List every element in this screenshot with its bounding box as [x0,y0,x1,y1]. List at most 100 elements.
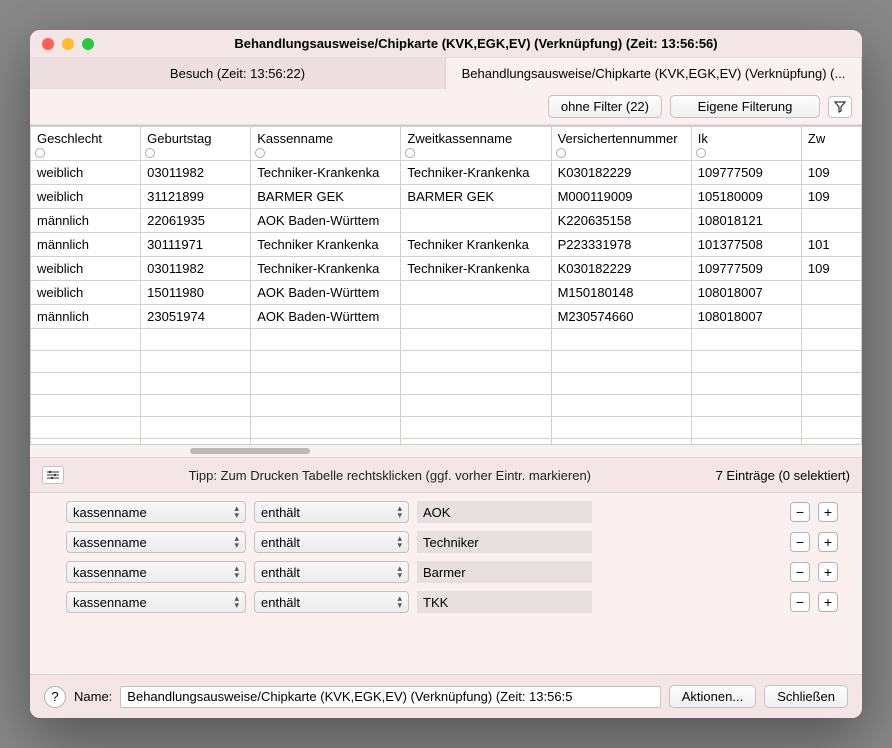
table-cell: K030182229 [551,257,691,281]
table-cell: AOK Baden-Württem [251,209,401,233]
add-filter-button[interactable]: + [818,532,838,552]
table-cell [31,395,141,417]
table-row[interactable]: männlich23051974AOK Baden-WürttemM230574… [31,305,862,329]
column-header-ik[interactable]: Ik [691,127,801,161]
table-row[interactable]: weiblich15011980AOK Baden-WürttemM150180… [31,281,862,305]
remove-filter-button[interactable]: − [790,562,810,582]
aktionen-button[interactable]: Aktionen... [669,685,756,708]
filter-operator-select[interactable]: enthält▴▾ [254,531,409,553]
table-cell [401,417,551,439]
table-cell: 108018121 [691,209,801,233]
filter-field-select[interactable]: kassenname▴▾ [66,501,246,523]
table-cell: weiblich [31,257,141,281]
filter-field-select[interactable]: kassenname▴▾ [66,591,246,613]
sort-radio[interactable] [145,148,155,158]
tab-besuch[interactable]: Besuch (Zeit: 13:56:22) [30,58,446,89]
table-row[interactable]: männlich22061935AOK Baden-WürttemK220635… [31,209,862,233]
filter-value-input[interactable] [417,561,592,583]
table-cell [401,373,551,395]
table-cell [251,417,401,439]
remove-filter-button[interactable]: − [790,592,810,612]
minimize-window-button[interactable] [62,38,74,50]
sort-radio[interactable] [696,148,706,158]
table-cell: 101 [801,233,861,257]
filter-rule-row: kassenname▴▾ enthält▴▾ −+ [66,501,838,523]
table-cell [801,305,861,329]
table-cell [801,281,861,305]
tab-behandlungsausweise[interactable]: Behandlungsausweise/Chipkarte (KVK,EGK,E… [446,58,862,89]
table-cell: 31121899 [141,185,251,209]
sort-radio[interactable] [255,148,265,158]
table-row[interactable]: weiblich03011982Techniker-KrankenkaTechn… [31,161,862,185]
table-cell [251,439,401,446]
filter-value-input[interactable] [417,591,592,613]
table-cell: männlich [31,305,141,329]
table-cell [31,373,141,395]
scrollbar-thumb[interactable] [190,448,310,454]
add-filter-button[interactable]: + [818,562,838,582]
schliessen-button[interactable]: Schließen [764,685,848,708]
table-cell [801,417,861,439]
table-cell: K220635158 [551,209,691,233]
sort-radio[interactable] [35,148,45,158]
table-row[interactable] [31,417,862,439]
sort-radio[interactable] [556,148,566,158]
table-row[interactable] [31,439,862,446]
column-label: Zweitkassenname [407,131,512,146]
filter-field-select[interactable]: kassenname▴▾ [66,561,246,583]
column-header-zw[interactable]: Zw [801,127,861,161]
column-header-versichertennummer[interactable]: Versichertennummer [551,127,691,161]
table-cell [401,305,551,329]
remove-filter-button[interactable]: − [790,502,810,522]
table-row[interactable]: weiblich03011982Techniker-KrankenkaTechn… [31,257,862,281]
filter-operator-select[interactable]: enthält▴▾ [254,591,409,613]
column-header-geburtstag[interactable]: Geburtstag [141,127,251,161]
help-button[interactable]: ? [44,686,66,708]
filter-field-select[interactable]: kassenname▴▾ [66,531,246,553]
close-window-button[interactable] [42,38,54,50]
zoom-window-button[interactable] [82,38,94,50]
name-input[interactable] [120,686,660,708]
table-cell [801,439,861,446]
table-cell: männlich [31,233,141,257]
table-cell: AOK Baden-Württem [251,305,401,329]
table-cell [691,373,801,395]
filter-operator-select[interactable]: enthält▴▾ [254,501,409,523]
add-filter-button[interactable]: + [818,502,838,522]
table-row[interactable] [31,373,862,395]
table-row[interactable] [31,351,862,373]
column-label: Geburtstag [147,131,211,146]
table-cell: AOK Baden-Württem [251,281,401,305]
column-header-kassenname[interactable]: Kassenname [251,127,401,161]
filter-value-input[interactable] [417,501,592,523]
table-cell [251,351,401,373]
filter-rule-row: kassenname▴▾ enthält▴▾ −+ [66,561,838,583]
table-cell [401,209,551,233]
table-cell [401,395,551,417]
table-cell: M000119009 [551,185,691,209]
ohne-filter-button[interactable]: ohne Filter (22) [548,95,662,118]
table-cell [551,417,691,439]
table-cell [691,439,801,446]
column-header-geschlecht[interactable]: Geschlecht [31,127,141,161]
remove-filter-button[interactable]: − [790,532,810,552]
sort-radio[interactable] [405,148,415,158]
horizontal-scrollbar[interactable] [30,445,862,457]
table-cell [801,373,861,395]
filter-operator-select[interactable]: enthält▴▾ [254,561,409,583]
table-row[interactable] [31,395,862,417]
filter-value-input[interactable] [417,531,592,553]
window-title: Behandlungsausweise/Chipkarte (KVK,EGK,E… [102,36,850,51]
column-label: Geschlecht [37,131,102,146]
table-row[interactable]: weiblich31121899BARMER GEKBARMER GEKM000… [31,185,862,209]
settings-button[interactable] [42,466,64,484]
table-row[interactable]: männlich30111971Techniker KrankenkaTechn… [31,233,862,257]
table-cell: weiblich [31,161,141,185]
column-header-zweitkassenname[interactable]: Zweitkassenname [401,127,551,161]
data-table: Geschlecht Geburtstag Kassenname Zweitka… [30,126,862,445]
add-filter-button[interactable]: + [818,592,838,612]
filter-icon-button[interactable] [828,96,852,118]
eigene-filterung-button[interactable]: Eigene Filterung [670,95,820,118]
table-row[interactable] [31,329,862,351]
table-cell [141,395,251,417]
